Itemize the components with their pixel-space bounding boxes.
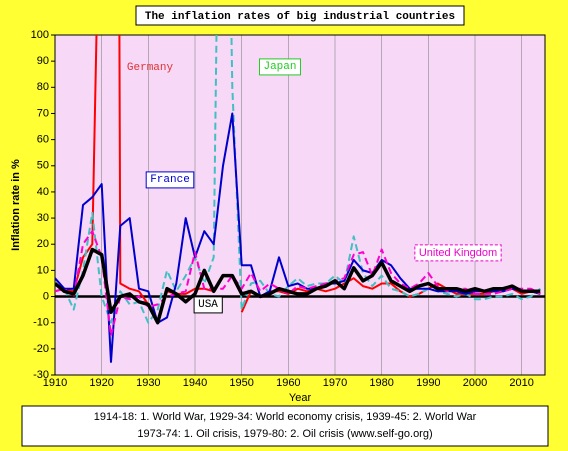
y-tick-label: 90 <box>37 55 49 67</box>
x-tick-label: 2000 <box>463 377 487 389</box>
x-tick-label: 1950 <box>229 377 253 389</box>
y-tick-label: -10 <box>33 317 49 329</box>
x-tick-label: 1940 <box>183 377 207 389</box>
caption-box <box>21 405 549 447</box>
x-tick-label: 1990 <box>416 377 440 389</box>
series-label: Japan <box>263 61 296 73</box>
x-tick-label: 2010 <box>509 377 533 389</box>
y-tick-label: 70 <box>37 107 49 119</box>
x-tick-label: 1960 <box>276 377 300 389</box>
y-tick-label: 20 <box>37 238 49 250</box>
y-axis-label: Inflation rate in % <box>10 159 22 251</box>
y-tick-label: 100 <box>31 29 49 41</box>
plot-area <box>55 35 545 375</box>
plot-frame <box>54 34 546 376</box>
x-tick-label: 1930 <box>136 377 160 389</box>
label-box <box>414 244 502 262</box>
label-box <box>193 296 223 314</box>
y-tick-label: 10 <box>37 264 49 276</box>
label-box <box>145 171 195 189</box>
caption-line: 1973-74: 1. Oil crisis, 1979-80: 2. Oil … <box>137 428 432 440</box>
y-tick-label: 60 <box>37 134 49 146</box>
series-line <box>55 35 541 324</box>
series-line <box>55 247 541 325</box>
x-tick-label: 1970 <box>323 377 347 389</box>
y-tick-label: 80 <box>37 81 49 93</box>
series-label: Germany <box>127 62 174 74</box>
x-tick-label: 1980 <box>369 377 393 389</box>
y-tick-label: 40 <box>37 186 49 198</box>
y-tick-label: -20 <box>33 343 49 355</box>
x-tick-label: 1920 <box>89 377 113 389</box>
y-tick-label: 50 <box>37 160 49 172</box>
label-box <box>258 58 302 76</box>
series-group <box>55 35 541 363</box>
series-label: France <box>150 174 190 186</box>
chart-title: The inflation rates of big industrial co… <box>145 11 455 23</box>
series-line <box>55 112 541 363</box>
title-box <box>135 5 465 26</box>
x-axis-label: Year <box>289 392 312 404</box>
series-label: United Kingdom <box>419 247 497 259</box>
y-tick-label: 0 <box>43 290 49 302</box>
series-label: USA <box>198 299 218 311</box>
y-tick-label: -30 <box>33 369 49 381</box>
caption-line: 1914-18: 1. World War, 1929-34: World ec… <box>94 411 477 423</box>
x-tick-label: 1910 <box>43 377 67 389</box>
y-tick-label: 30 <box>37 212 49 224</box>
